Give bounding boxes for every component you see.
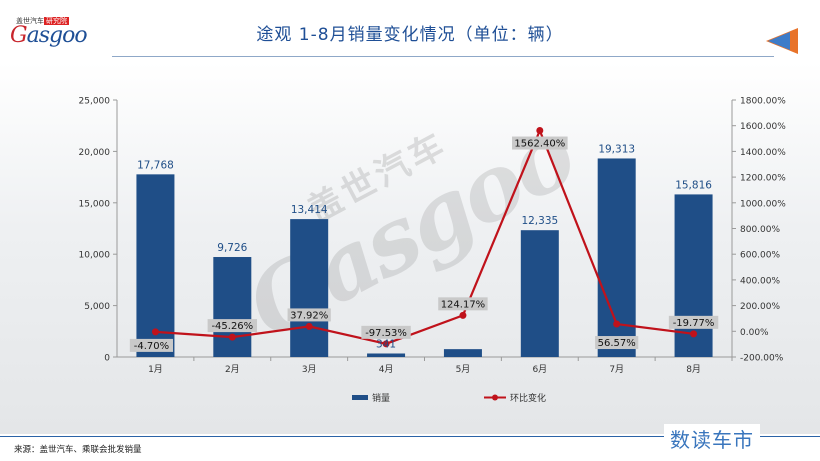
bar-data-label: 19,313 — [598, 143, 635, 155]
line-data-label: -4.70% — [134, 341, 169, 352]
line-label-box — [595, 336, 639, 350]
line-label-box — [287, 308, 331, 322]
legend-label-line: 环比变化 — [510, 392, 546, 404]
x-tick-label: 7月 — [609, 364, 624, 375]
line-label-box — [438, 297, 488, 311]
y-right-tick-label: 1400.00% — [740, 148, 786, 158]
footer-divider — [0, 436, 820, 437]
line-label-box — [512, 136, 568, 150]
line-data-label: -19.77% — [673, 318, 715, 329]
y-left-tick-label: 20,000 — [79, 148, 111, 158]
x-tick-label: 8月 — [686, 364, 701, 375]
bar-sales — [290, 219, 329, 357]
y-left-tick-label: 10,000 — [79, 251, 111, 261]
brand-label: 数读车市 — [664, 424, 760, 453]
y-right-tick-label: 0.00% — [740, 328, 769, 338]
y-right-tick-label: 1200.00% — [740, 174, 786, 184]
bar-sales — [674, 194, 713, 357]
bar-sales — [136, 174, 175, 357]
legend-swatch-sales — [352, 395, 368, 400]
bar-data-label: 13,414 — [291, 204, 328, 216]
point-mom-change — [151, 328, 159, 336]
bar-sales — [213, 257, 252, 357]
point-mom-change — [305, 322, 313, 330]
point-mom-change — [382, 340, 390, 348]
bar-data-label: 341 — [376, 338, 396, 350]
point-mom-change — [536, 127, 544, 135]
bar-data-label: 15,816 — [675, 179, 712, 191]
y-right-tick-label: 600.00% — [740, 251, 780, 261]
line-data-label: 1562.40% — [514, 139, 565, 150]
y-right-tick-label: 800.00% — [740, 225, 780, 235]
y-right-tick-label: 1600.00% — [740, 122, 786, 132]
bar-sales — [443, 349, 482, 357]
line-data-label: 56.57% — [598, 338, 636, 349]
x-tick-label: 4月 — [379, 364, 394, 375]
x-tick-label: 5月 — [456, 364, 471, 375]
bar-sales — [367, 353, 406, 357]
point-mom-change — [613, 320, 621, 328]
line-label-box — [361, 325, 411, 339]
line-mom-change — [155, 127, 694, 345]
y-right-tick-label: 1000.00% — [740, 199, 786, 209]
y-right-tick-label: 400.00% — [740, 276, 780, 286]
bar-data-label: 17,768 — [137, 159, 174, 171]
y-right-tick-label: -200.00% — [740, 354, 784, 364]
point-mom-change — [228, 333, 236, 341]
line-label-box — [207, 319, 258, 333]
y-left-tick-label: 5,000 — [84, 302, 110, 312]
line-data-label: 124.17% — [441, 299, 486, 310]
x-tick-label: 3月 — [302, 364, 317, 375]
point-mom-change — [459, 311, 467, 319]
legend-marker-line — [492, 394, 498, 401]
bar-data-label: 9,726 — [217, 242, 247, 254]
line-label-box — [129, 338, 174, 352]
page-title: 途观 1-8月销量变化情况（单位：辆） — [256, 25, 564, 45]
y-left-tick-label: 0 — [104, 354, 110, 364]
x-tick-label: 2月 — [225, 364, 240, 375]
line-data-label: 37.92% — [290, 310, 328, 321]
back-arrow-icon[interactable] — [762, 26, 802, 56]
bar-sales — [520, 230, 559, 357]
source-note: 来源：盖世汽车、乘联会批发销量 — [14, 445, 142, 455]
x-tick-label: 6月 — [532, 364, 547, 375]
legend-label-sales: 销量 — [372, 392, 390, 404]
line-label-box — [668, 315, 719, 329]
line-data-label: -45.26% — [211, 321, 253, 332]
logo-text-gasgoo-cn: 盖世汽车 — [16, 17, 44, 25]
y-right-tick-label: 1800.00% — [740, 97, 786, 107]
point-mom-change — [690, 330, 698, 338]
bar-data-label: 12,335 — [521, 215, 558, 227]
logo-letter-g: G — [10, 23, 28, 48]
logo-text-asgoo: asgoo — [26, 23, 88, 48]
x-tick-label: 1月 — [148, 364, 163, 375]
y-right-tick-label: 200.00% — [740, 302, 780, 312]
y-left-tick-label: 15,000 — [79, 199, 111, 209]
title-divider — [112, 56, 774, 57]
y-left-tick-label: 25,000 — [79, 97, 111, 107]
line-data-label: -97.53% — [365, 328, 407, 339]
gasgoo-logo: 盖世汽车 研究院 Gasgoo — [8, 16, 98, 50]
logo-text-research: 研究院 — [44, 17, 69, 25]
